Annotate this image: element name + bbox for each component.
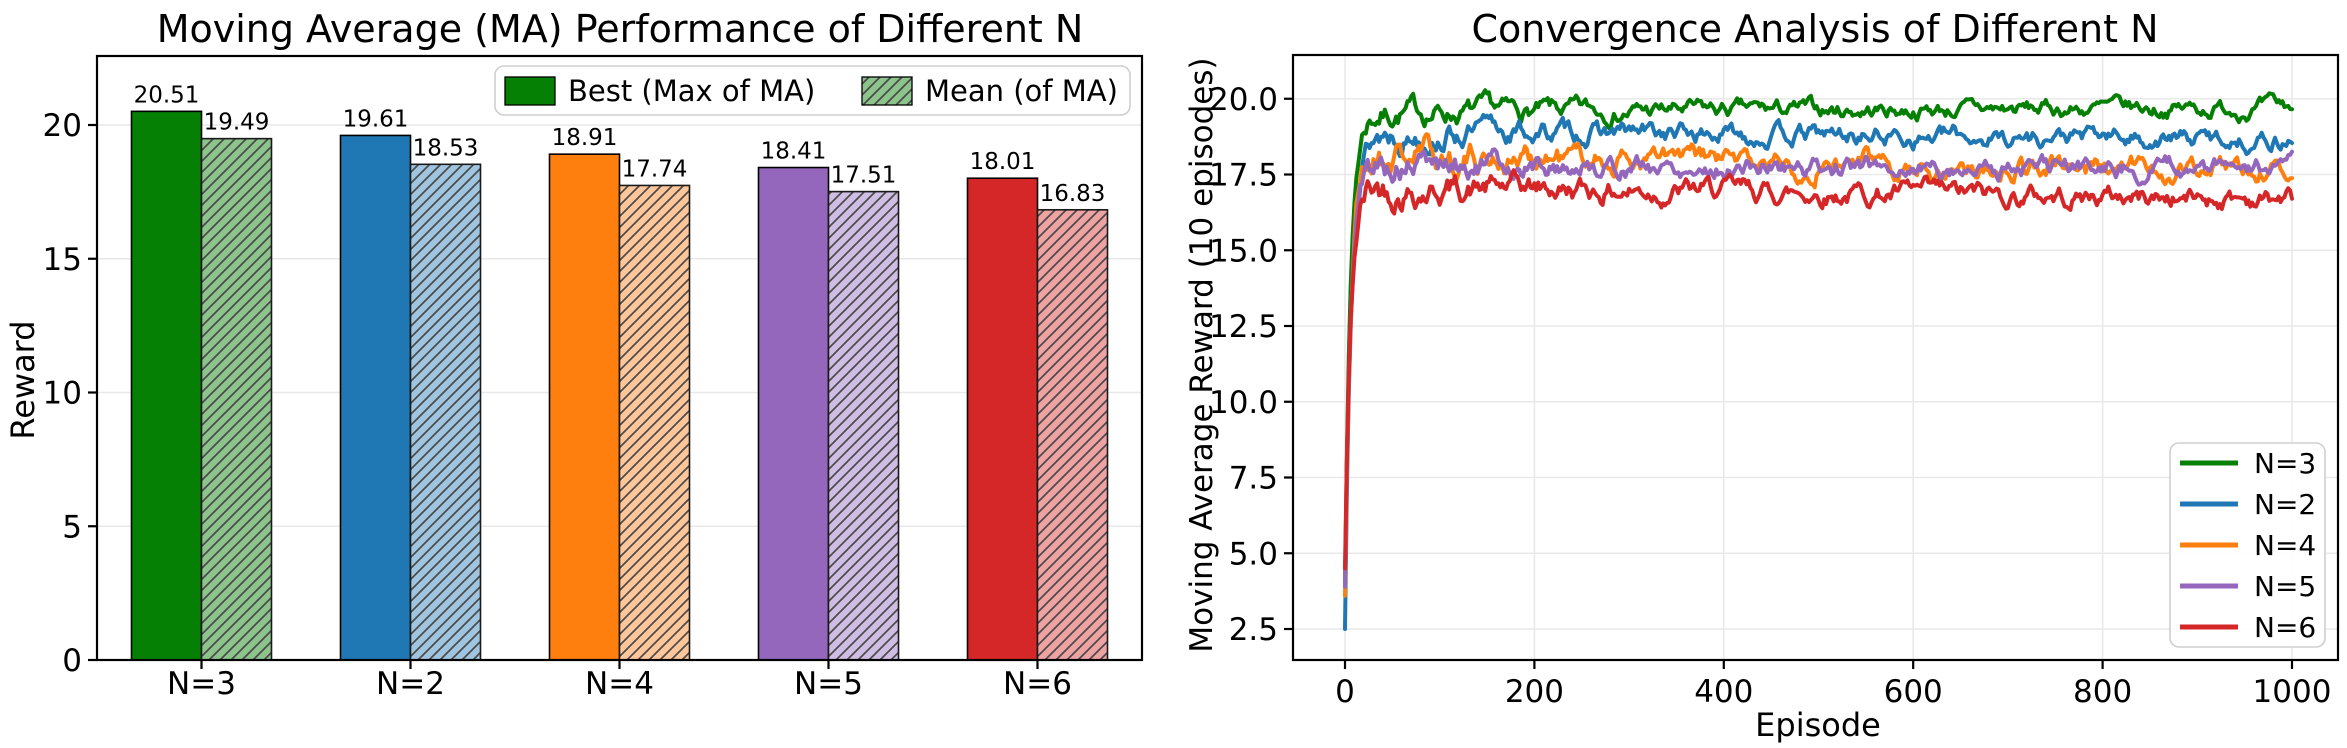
- bar-value-label: 18.01: [970, 149, 1036, 175]
- bar-mean-N=2: [409, 163, 482, 661]
- x-tick-label: 400: [1694, 674, 1753, 710]
- y-tick-label: 20: [43, 108, 82, 144]
- axis-frame: [95, 54, 1144, 662]
- line-legend: N=3 N=2 N=4 N=5 N=6: [2169, 442, 2326, 648]
- bar-chart-title: Moving Average (MA) Performance of Diffe…: [157, 7, 1084, 51]
- bar-mean-N=3: [200, 137, 273, 661]
- legend-box: [2169, 442, 2326, 648]
- y-tick-label: 20.0: [1209, 82, 1278, 118]
- y-tick-label: 15: [43, 242, 82, 278]
- line-chart-title: Convergence Analysis of Different N: [1471, 7, 2158, 51]
- bar-value-label: 16.83: [1040, 181, 1106, 207]
- bar-value-label: 19.61: [343, 106, 409, 132]
- bar-best-N=5: [757, 166, 830, 661]
- bar-best-N=3: [130, 110, 203, 661]
- x-tick-label: N=6: [1003, 666, 1072, 702]
- legend-label: N=6: [2254, 611, 2316, 644]
- series-line-N=3: [1343, 88, 2294, 586]
- legend-label: Mean (of MA): [925, 74, 1118, 108]
- bar-chart-ylabel: Reward: [4, 320, 42, 439]
- y-tick-label: 10: [43, 376, 82, 412]
- bar-value-label: 19.49: [204, 110, 270, 136]
- y-tick-label: 5: [62, 509, 82, 545]
- x-tick-label: 600: [1884, 674, 1943, 710]
- x-tick-label: 800: [2073, 674, 2132, 710]
- legend-label: Best (Max of MA): [568, 74, 815, 108]
- x-tick-label: N=2: [376, 666, 445, 702]
- y-tick-label: 0: [62, 643, 82, 679]
- legend-label: N=5: [2254, 570, 2316, 603]
- bar-mean-N=6: [1036, 208, 1109, 661]
- bar-best-N=2: [339, 134, 412, 661]
- bar-best-N=4: [548, 153, 621, 661]
- line-chart-xlabel: Episode: [1755, 706, 1881, 744]
- bar-value-label: 18.53: [413, 135, 479, 161]
- line-chart-plot-area: 0 200 400 600 800 1000 2.5 5.0 7.5 10.0 12.5 15.0 17…: [1209, 53, 2340, 710]
- line-chart-svg: 0 200 400 600 800 1000 2.5 5.0 7.5 10.0 12.5 15.0 17…: [1184, 7, 2340, 744]
- series-line-N=6: [1343, 168, 2294, 571]
- legend-box: [494, 65, 1131, 116]
- legend-label: N=2: [2254, 488, 2316, 521]
- bar-value-label: 17.74: [622, 156, 688, 182]
- legend-label: N=4: [2254, 529, 2316, 562]
- line-chart-ylabel: Moving Average Reward (10 episodes): [1184, 57, 1220, 652]
- x-tick-label: N=3: [167, 666, 236, 702]
- bar-mean-N=5: [827, 190, 900, 661]
- legend-label: N=3: [2254, 447, 2316, 480]
- y-tick-label: 17.5: [1209, 158, 1278, 194]
- series-line-N=2: [1343, 112, 2294, 631]
- x-tick-label: 1000: [2253, 674, 2332, 710]
- x-tick-label: N=5: [794, 666, 863, 702]
- bar-best-N=6: [966, 177, 1039, 661]
- y-tick-label: 2.5: [1229, 612, 1278, 648]
- y-tick-label: 15.0: [1209, 233, 1278, 269]
- bar-legend: Best (Max of MA) Mean (of MA): [494, 65, 1131, 116]
- y-tick-label: 10.0: [1209, 385, 1278, 421]
- bar-mean-N=4: [618, 184, 691, 661]
- y-tick-label: 12.5: [1209, 309, 1278, 345]
- x-tick-label: 0: [1335, 674, 1355, 710]
- bar-value-label: 18.41: [761, 139, 827, 165]
- x-tick-label: 200: [1505, 674, 1564, 710]
- axis-frame: [1291, 53, 2340, 662]
- y-tick-label: 5.0: [1229, 536, 1278, 572]
- legend-swatch-hatched: [861, 76, 913, 106]
- x-tick-label: N=4: [585, 666, 654, 702]
- bar-value-label: 20.51: [134, 82, 200, 108]
- series-line-N=5: [1343, 147, 2294, 589]
- y-tick-label: 7.5: [1229, 461, 1278, 497]
- bar-value-label: 17.51: [831, 163, 897, 189]
- legend-swatch-solid: [504, 76, 556, 106]
- bar-value-label: 18.91: [552, 125, 618, 151]
